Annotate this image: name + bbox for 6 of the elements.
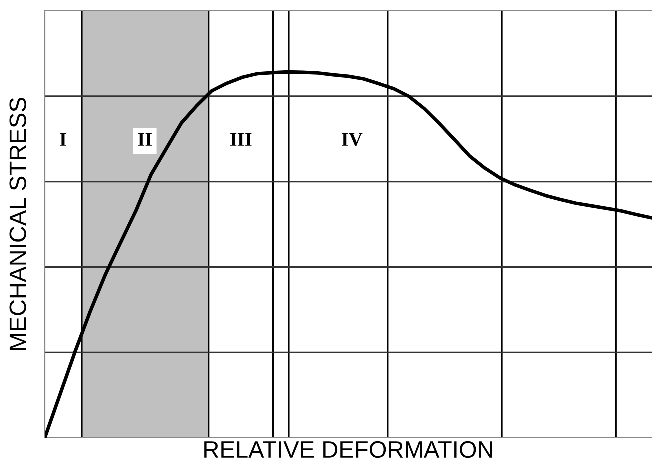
annotation: II: [138, 133, 152, 146]
annotation: I: [60, 133, 66, 146]
y-axis-title: MECHANICAL STRESS: [10, 98, 26, 350]
x-axis-title: RELATIVE DEFORMATION: [204, 441, 492, 458]
annotation: IV: [342, 133, 363, 146]
annotation: III: [230, 133, 252, 146]
